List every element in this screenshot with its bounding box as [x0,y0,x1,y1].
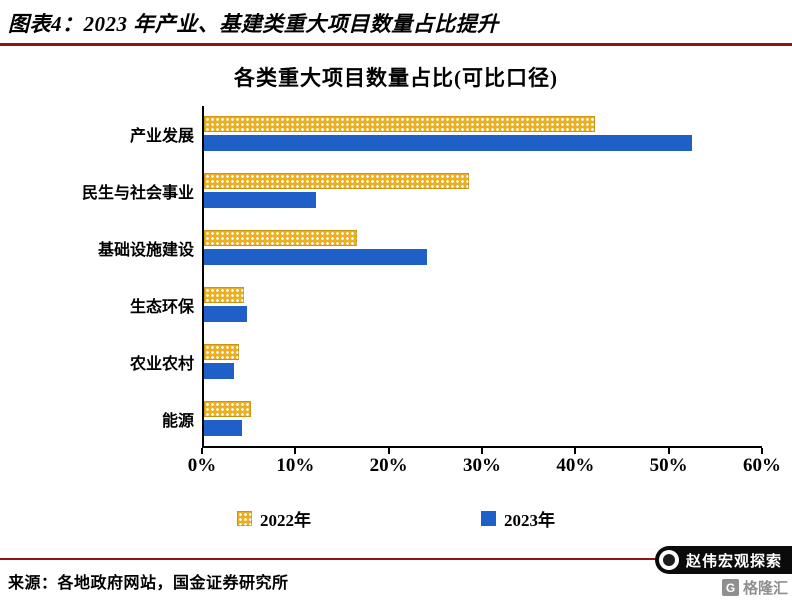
x-tick-label: 30% [463,455,501,476]
bar-2022年-农业农村 [204,344,240,360]
legend-item-2023年: 2023年 [481,506,555,531]
x-tick-label: 0% [187,455,217,476]
footer-divider [0,558,792,560]
x-tick-mark [387,448,390,454]
bar-2022年-能源 [204,401,251,417]
category-label: 基础设施建设 [97,241,194,259]
gelonghui-logo-text: 格隆汇 [742,581,788,597]
watermark-avatar-icon [658,550,679,570]
legend: 2022年 2023年 [0,506,792,531]
x-tick-mark [201,448,203,454]
bar-2023年-生态环保 [204,306,247,322]
x-tick-mark [481,448,483,454]
watermark-text: 赵伟宏观探索 [685,553,782,570]
bar-group [204,401,762,436]
legend-swatch [237,511,252,526]
category-label: 生态环保 [129,298,194,316]
bar-2022年-民生与社会事业 [204,173,470,189]
figure-title: 图表4：2023 年产业、基建类重大项目数量占比提升 [8,12,499,36]
bar-2023年-能源 [204,420,243,436]
category-label: 能源 [161,412,194,430]
chart-body: 产业发展民生与社会事业基础设施建设生态环保农业农村能源 [12,106,762,448]
x-tick-mark [294,448,297,454]
bar-2023年-农业农村 [204,363,234,379]
chart-title: 各类重大项目数量占比(可比口径) [234,66,558,90]
gelonghui-logo: G 格隆汇 [721,577,788,598]
legend-swatch [481,511,496,526]
bar-2022年-产业发展 [204,116,595,132]
category-label: 民生与社会事业 [81,184,194,202]
chart-header: 图表4：2023 年产业、基建类重大项目数量占比提升 [0,0,792,46]
bar-group [204,230,762,265]
bar-group [204,344,762,379]
legend-label: 2022年 [260,511,311,530]
plot-area [202,106,762,448]
bar-2023年-基础设施建设 [204,249,428,265]
x-tick-label: 40% [556,455,595,476]
x-tick-label: 60% [743,455,781,476]
x-tick-label: 20% [369,455,408,476]
legend-label: 2023年 [504,511,555,530]
x-tick-mark [761,448,763,454]
bar-2022年-生态环保 [204,287,244,303]
gelonghui-logo-icon: G [721,579,739,596]
bar-group [204,173,762,208]
category-label: 农业农村 [129,355,194,373]
x-tick-label: 50% [649,455,688,476]
category-axis: 产业发展民生与社会事业基础设施建设生态环保农业农村能源 [12,106,202,448]
header-divider [0,43,792,46]
category-label: 产业发展 [129,127,194,145]
bar-chart: 各类重大项目数量占比(可比口径) 产业发展民生与社会事业基础设施建设生态环保农业… [0,62,792,531]
x-axis: 0% 10% 20% 30% 40% 50% 60% [188,448,781,482]
source-note: 来源：各地政府网站，国金证券研究所 [8,575,289,592]
bar-2023年-民生与社会事业 [204,192,316,208]
x-tick-label: 10% [276,455,315,476]
watermark-badge: 赵伟宏观探索 [654,546,792,574]
bar-2022年-基础设施建设 [204,230,358,246]
bar-2023年-产业发展 [204,135,693,151]
legend-item-2022年: 2022年 [237,506,311,531]
bar-group [204,116,762,151]
x-tick-mark [574,448,577,454]
x-tick-mark [667,448,670,454]
bar-group [204,287,762,322]
